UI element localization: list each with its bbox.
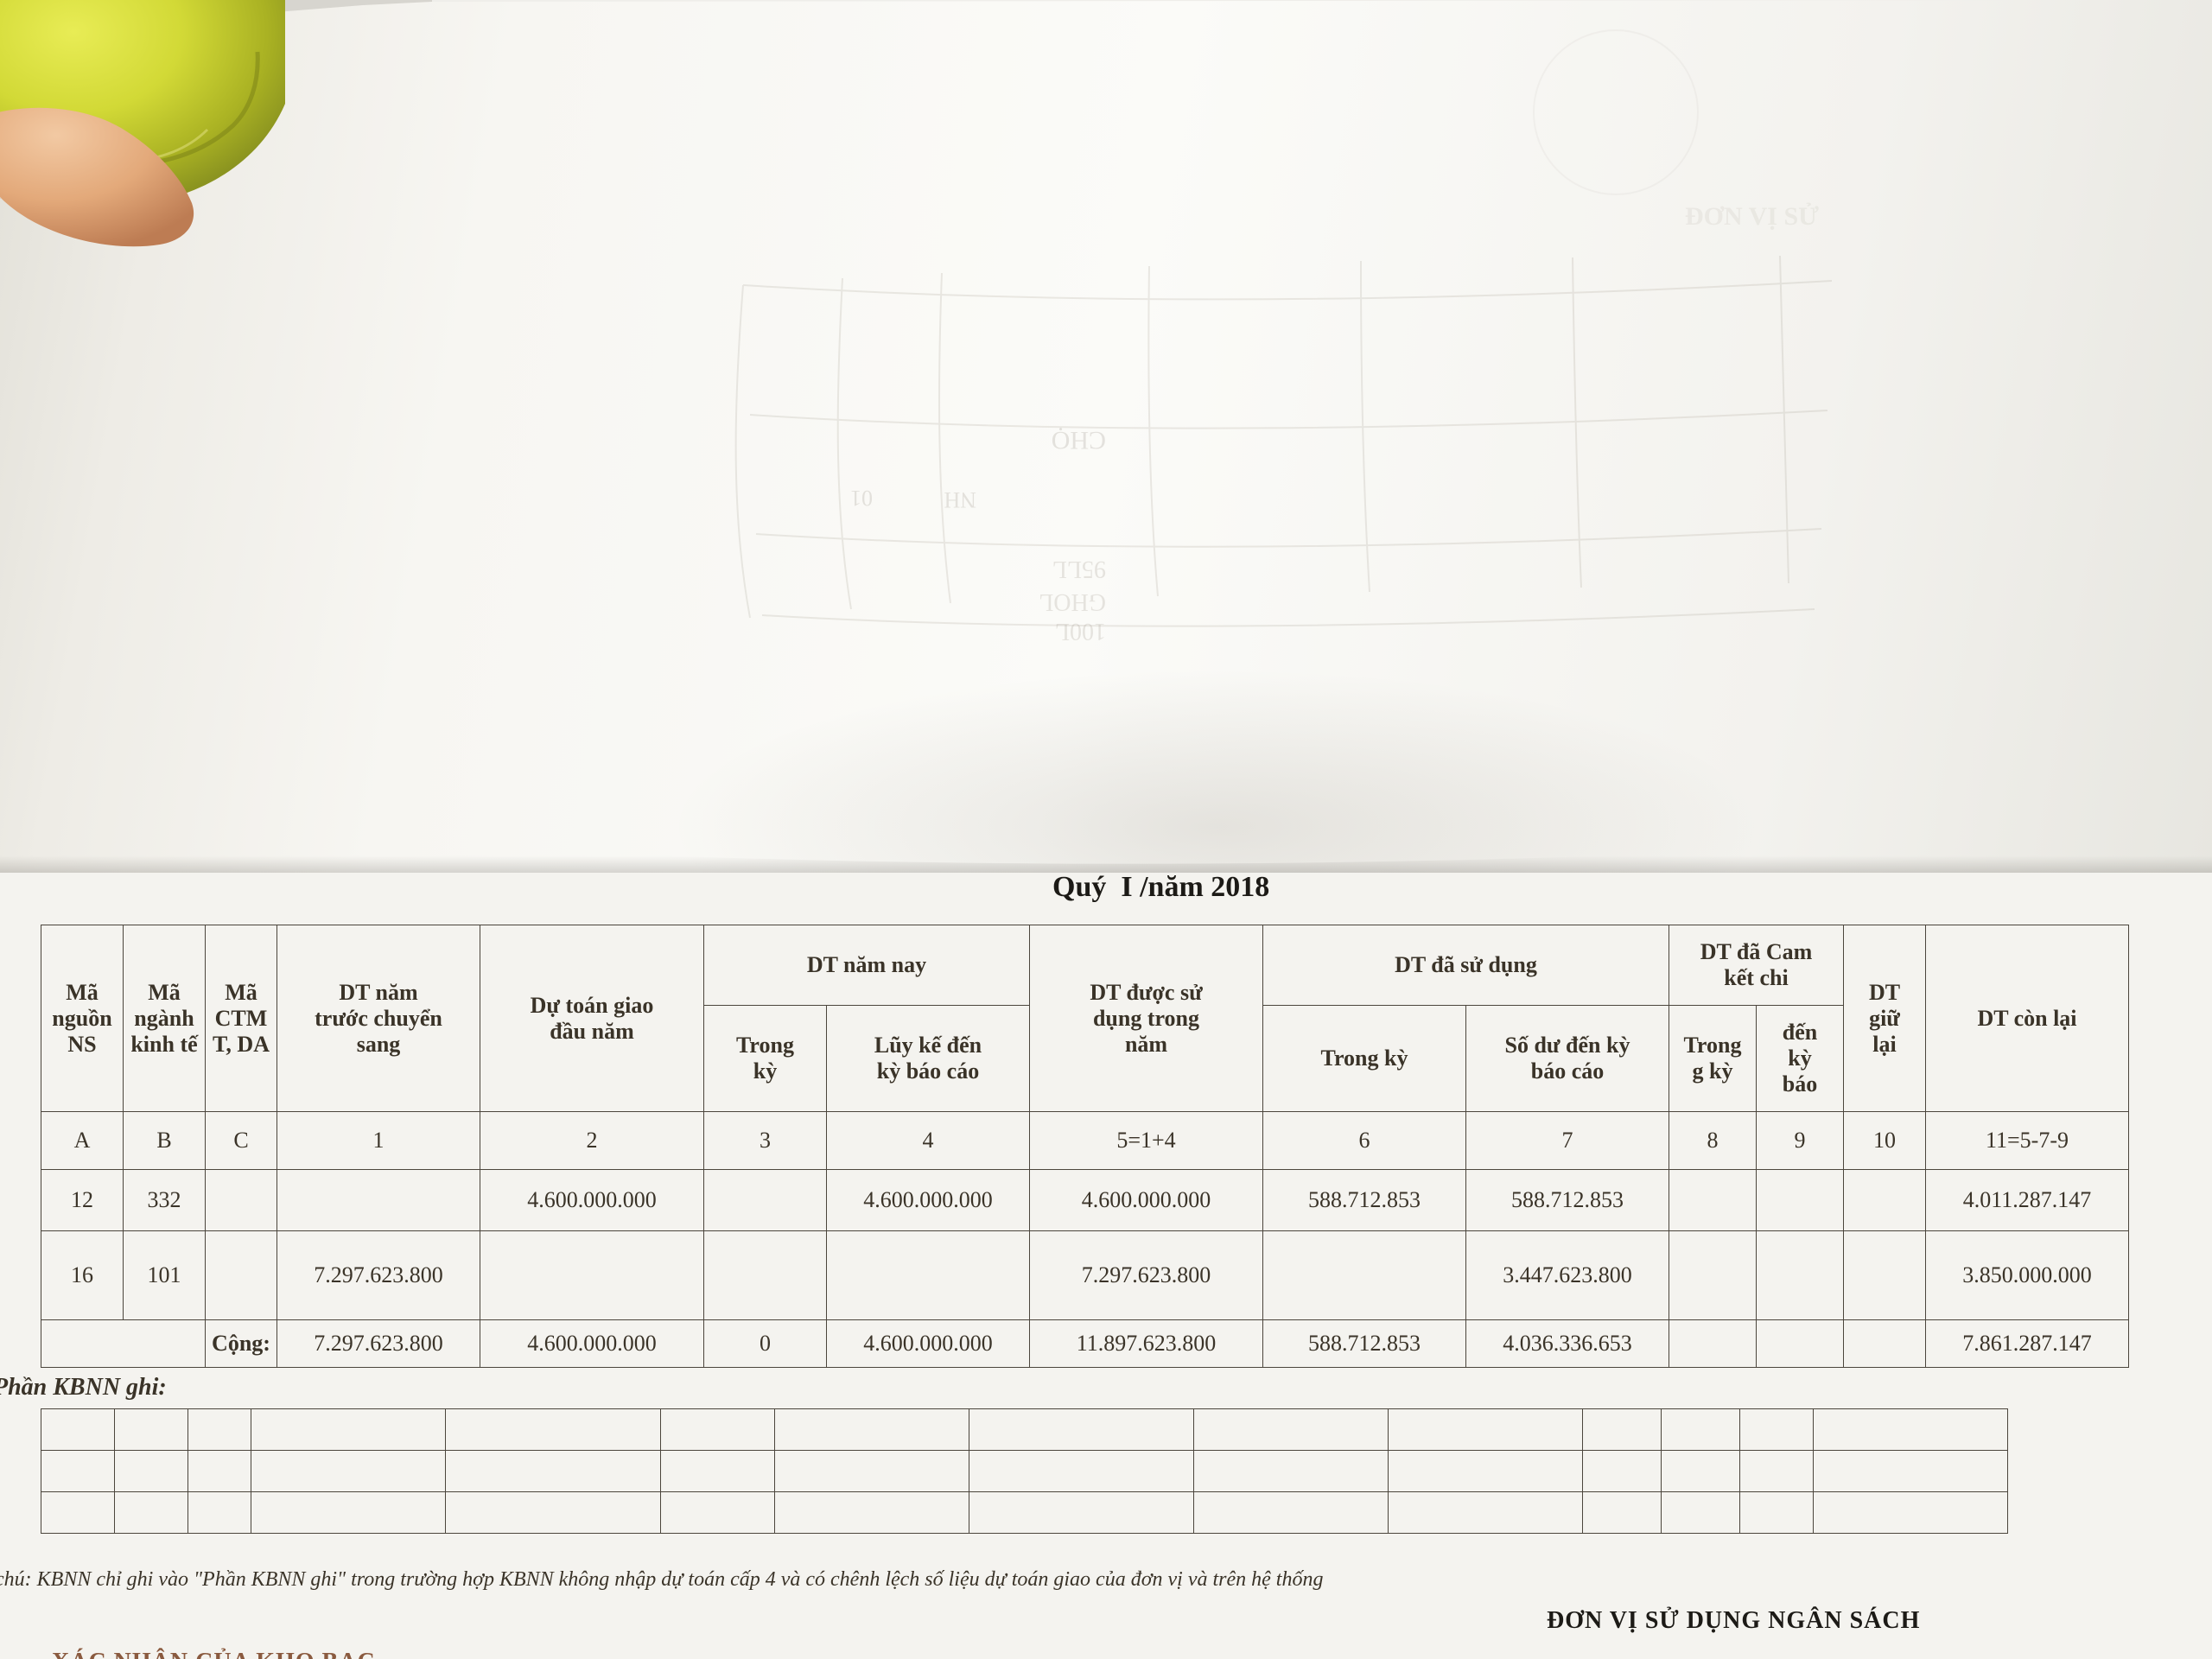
svg-text:CHỌ: CHỌ (1052, 426, 1106, 454)
svg-text:95LL: 95LL (1052, 556, 1106, 582)
svg-text:GHOL: GHOL (1039, 588, 1106, 615)
svg-text:01: 01 (850, 486, 873, 511)
svg-text:100L: 100L (1055, 618, 1106, 645)
svg-text:NH: NH (944, 487, 976, 512)
svg-text:ĐƠN VỊ SỬ: ĐƠN VỊ SỬ (1685, 202, 1819, 231)
